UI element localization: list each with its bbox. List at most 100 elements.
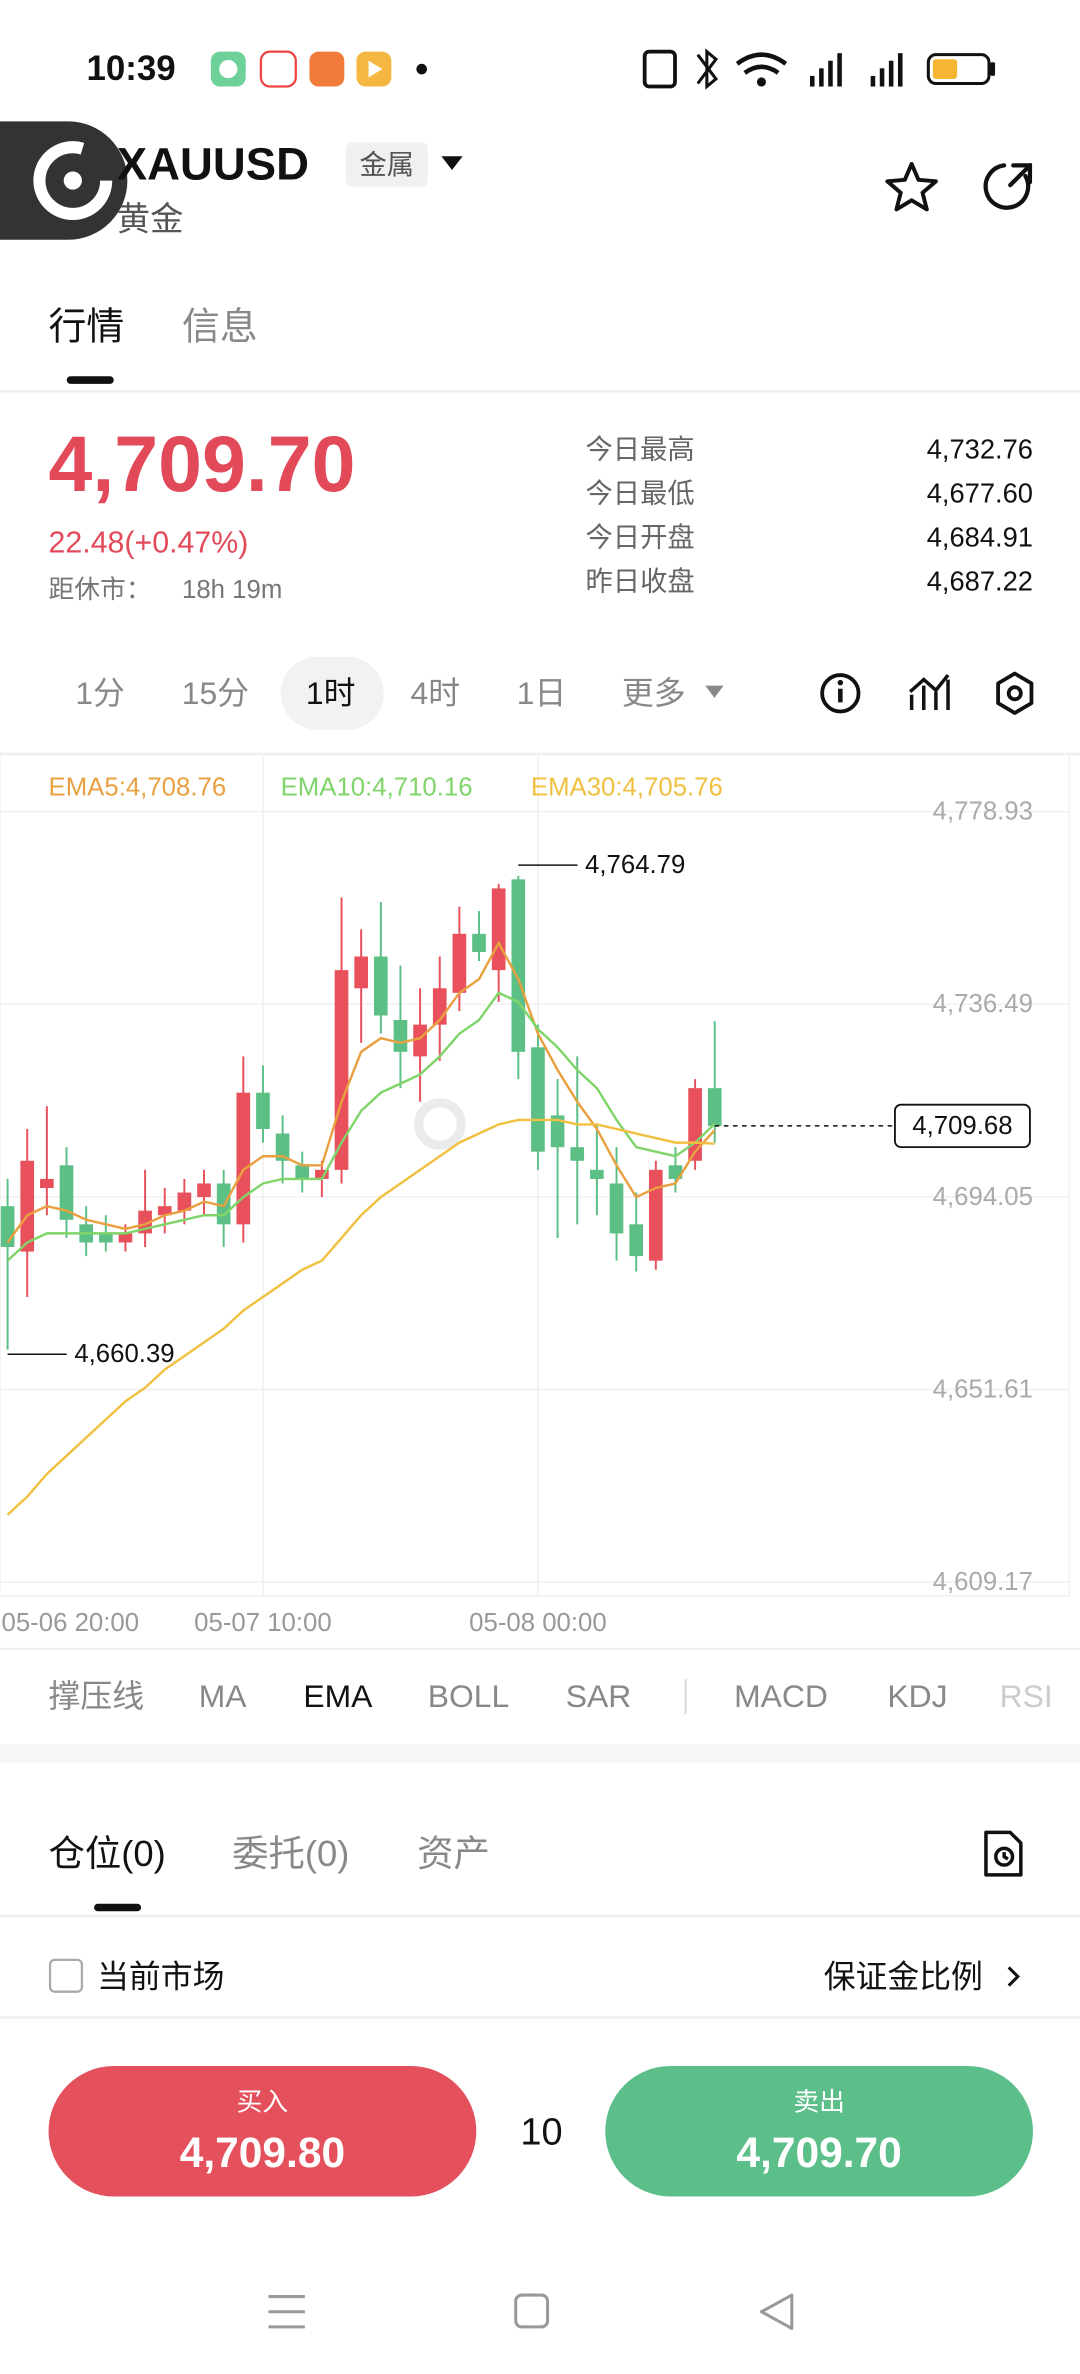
quantity[interactable]: 10	[520, 2112, 562, 2154]
indicator-tab[interactable]: EMA	[303, 1678, 373, 1714]
y-tick-label: 4,609.17	[933, 1568, 1033, 1596]
buy-label[interactable]: 买入	[237, 2088, 289, 2116]
tab[interactable]: 行情	[49, 307, 125, 349]
candle-body	[236, 1092, 251, 1225]
status-system-icons	[642, 48, 996, 90]
candle-body	[98, 1233, 113, 1243]
candle-body	[472, 933, 486, 952]
candle-body	[393, 1020, 408, 1052]
y-tick-label: 4,651.61	[933, 1376, 1033, 1404]
interval[interactable]: 15分	[182, 675, 249, 711]
info-icon[interactable]	[820, 673, 861, 714]
candle-body	[707, 1088, 722, 1126]
stat-value: 4,687.22	[927, 566, 1033, 597]
candle-body	[648, 1169, 663, 1261]
sell-label[interactable]: 卖出	[793, 2087, 845, 2116]
symbol-dropdown[interactable]	[441, 156, 463, 170]
interval[interactable]: 1日	[517, 675, 567, 711]
share-icon[interactable]	[983, 163, 1033, 210]
stat-value: 4,684.91	[927, 522, 1033, 553]
position-tab[interactable]: 委托(0)	[232, 1833, 349, 1874]
filter-label[interactable]: 当前市场	[97, 1959, 224, 1995]
candle-body	[256, 1092, 270, 1129]
status-app-icons	[210, 50, 427, 88]
indicator-tab[interactable]: 撑压线	[49, 1678, 145, 1714]
last-price: 4,709.70	[49, 420, 356, 508]
buy-button[interactable]: 买入 4,709.80	[48, 2066, 477, 2197]
sell-button[interactable]: 卖出 4,709.70	[605, 2066, 1033, 2197]
buy-button-bg[interactable]	[48, 2066, 477, 2197]
watermark	[414, 1098, 466, 1150]
candle-body	[118, 1233, 133, 1243]
ema-line	[6, 1118, 715, 1516]
interval[interactable]: 更多	[622, 675, 686, 711]
candle-body	[315, 1169, 329, 1179]
sell-price[interactable]: 4,709.70	[736, 2129, 901, 2176]
y-tick-label: 4,778.93	[933, 798, 1033, 826]
nav-menu[interactable]	[268, 2295, 305, 2329]
x-tick-label: 05-06 20:00	[2, 1609, 140, 1637]
settings-icon[interactable]	[996, 671, 1034, 715]
candle-body	[373, 956, 388, 1016]
symbol[interactable]: XAUUSD	[117, 138, 309, 189]
nav-home[interactable]	[514, 2293, 550, 2329]
legend-entry: EMA10:4,710.16	[281, 773, 473, 801]
position-tab[interactable]: 资产	[417, 1833, 490, 1874]
nav-back[interactable]	[759, 2293, 794, 2330]
indicator-icon[interactable]	[908, 673, 950, 710]
position-tab[interactable]: 仓位(0)	[49, 1833, 166, 1874]
y-tick-label: 4,694.05	[933, 1183, 1033, 1211]
candle-body	[550, 1115, 565, 1148]
more-dropdown[interactable]	[705, 685, 724, 698]
favorite-icon[interactable]	[885, 161, 938, 212]
candle-body	[668, 1165, 683, 1179]
interval-selected-bg	[280, 656, 384, 730]
interval[interactable]: 1时	[306, 675, 356, 711]
candle-body	[570, 1147, 585, 1161]
tab-indicator	[66, 376, 114, 384]
candle-body	[275, 1133, 290, 1161]
candle-body	[452, 933, 467, 993]
stat-label: 今日最高	[586, 434, 695, 465]
indicator-tab[interactable]: BOLL	[428, 1678, 509, 1714]
tab-indicator	[94, 1903, 142, 1912]
market-close-time: 18h 19m	[182, 576, 282, 604]
max-marker-label: 4,764.79	[585, 851, 685, 879]
indicator-tab[interactable]: MA	[199, 1678, 248, 1714]
indicator-tab[interactable]: RSI	[1000, 1678, 1053, 1714]
chevron	[1007, 1966, 1020, 1987]
candle-body	[177, 1192, 192, 1211]
buy-price[interactable]: 4,709.80	[180, 2129, 345, 2176]
candle-body	[590, 1169, 604, 1179]
market-close-label: 距休市：	[49, 575, 152, 604]
x-tick-label: 05-07 10:00	[194, 1609, 332, 1637]
ema-line	[6, 991, 716, 1262]
ema-line	[6, 940, 716, 1244]
stat-label: 昨日收盘	[586, 566, 695, 597]
interval[interactable]: 1分	[75, 675, 125, 711]
stat-value: 4,677.60	[927, 478, 1033, 509]
section-gap	[0, 1744, 1080, 1763]
indicator-tab[interactable]: MACD	[734, 1678, 828, 1714]
history-icon[interactable]	[984, 1830, 1023, 1877]
candle-body	[413, 1024, 427, 1057]
candle-body	[20, 1160, 35, 1252]
candle-body	[511, 879, 526, 1052]
sell-button-bg[interactable]	[605, 2066, 1033, 2197]
tab[interactable]: 信息	[182, 307, 258, 349]
stat-label: 今日开盘	[586, 522, 695, 553]
margin-ratio[interactable]: 保证金比例	[824, 1959, 983, 1995]
candle-body	[609, 1183, 624, 1234]
candle-body	[157, 1206, 172, 1216]
price-change: 22.48(+0.47%)	[49, 527, 249, 560]
candle-body	[40, 1178, 54, 1189]
candle-body	[197, 1183, 211, 1198]
x-tick-label: 05-08 00:00	[469, 1609, 607, 1637]
interval[interactable]: 4时	[411, 675, 461, 711]
indicator-tab[interactable]: SAR	[566, 1678, 631, 1714]
checkbox[interactable]	[48, 1958, 84, 1993]
indicator-tab[interactable]: KDJ	[887, 1678, 947, 1714]
last-price-box	[894, 1103, 1031, 1149]
